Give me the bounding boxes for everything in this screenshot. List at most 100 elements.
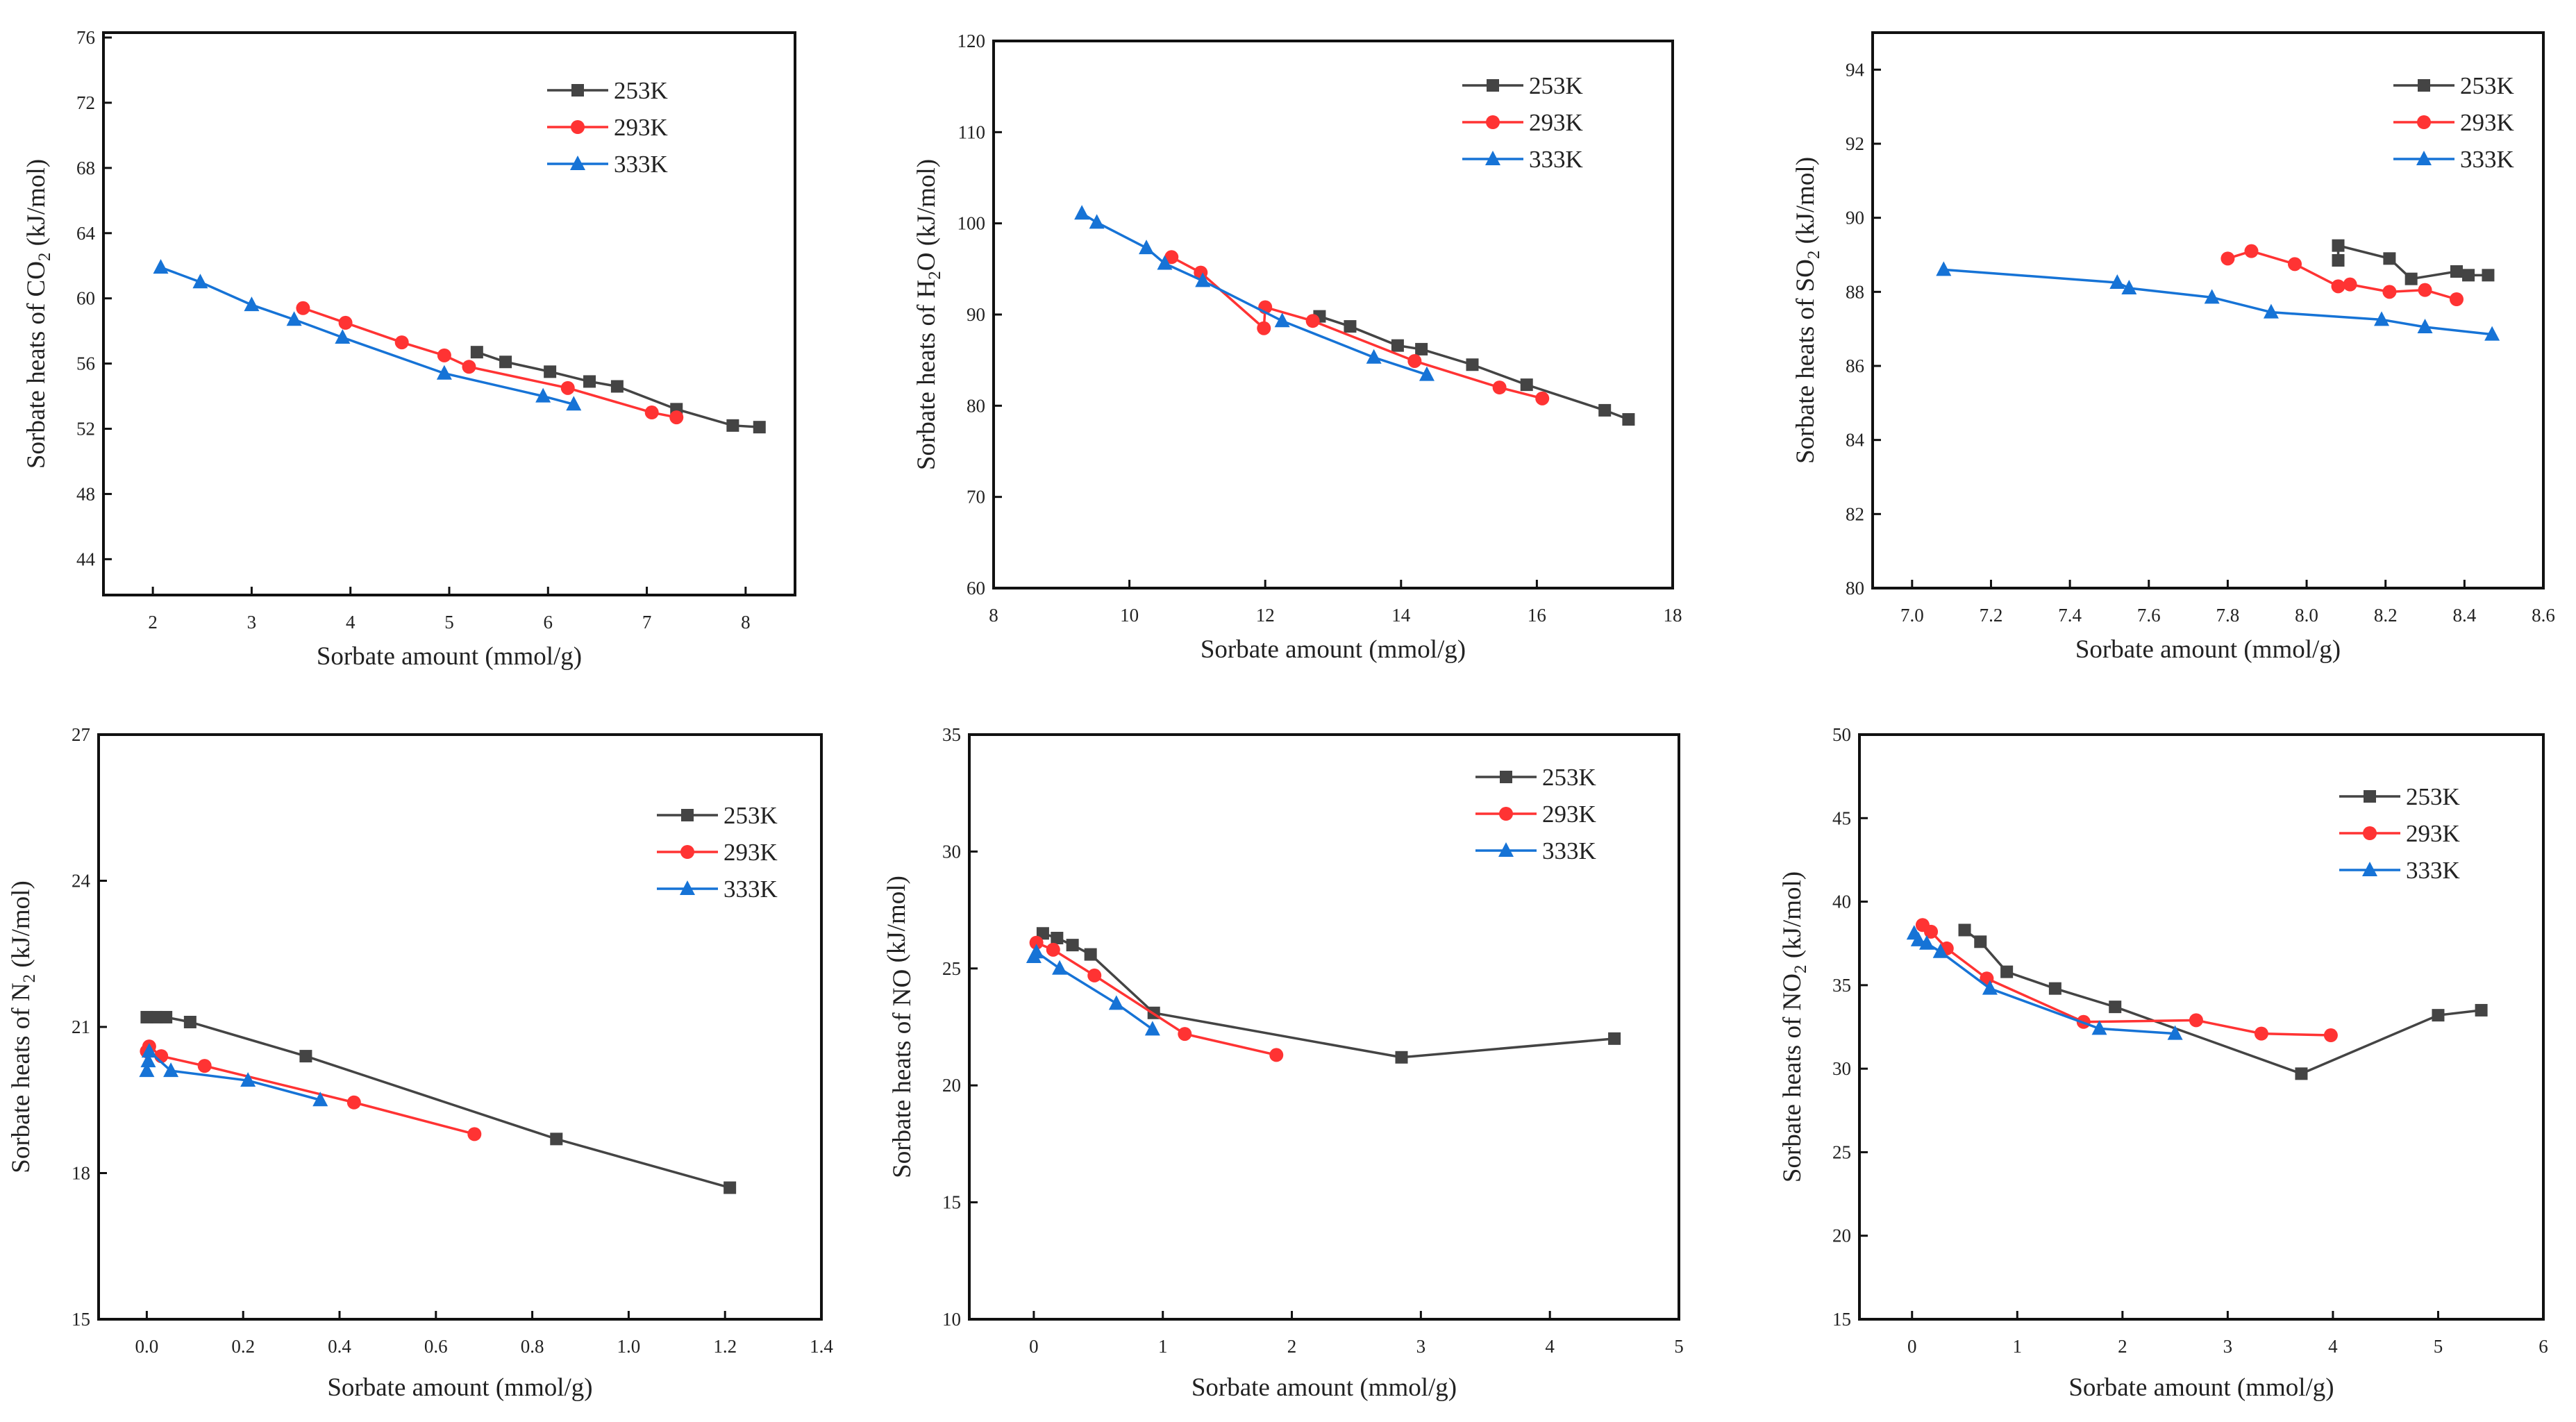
legend-marker [680,845,694,859]
data-point [2449,292,2464,306]
y-label-prefix: Sorbate heats of CO [22,261,51,469]
legend-item-253K: 253K [2339,783,2460,810]
x-tick-label: 0.2 [231,1336,255,1357]
x-tick-label: 4 [346,612,356,633]
x-tick-label: 1.4 [810,1336,833,1357]
x-tick-label: 0.6 [424,1336,448,1357]
legend-item-333K: 333K [547,151,668,178]
x-tick-label: 7 [642,612,652,633]
x-tick-label: 3 [1416,1336,1426,1357]
series-253K [2332,239,2495,285]
data-point [669,410,684,425]
data-point [1366,349,1382,364]
chart-panel-3: 7.0 7.2 7.4 7.6 7.8 8.0 8.2 8.4 8.6 80 82 84 86 88 90 9… [1791,31,2555,664]
x-tick-label: 7.8 [2216,605,2240,626]
legend-label: 333K [1542,837,1596,864]
series-line [476,351,760,428]
y-tick-label: 60 [967,578,985,599]
data-point [2167,1025,2183,1040]
chart-panel-2: 8 10 12 14 16 18 60 70 80 90 100 110 120 Sorbate amou… [912,31,1682,664]
legend-item-333K: 333K [1462,146,1583,173]
data-point [2343,277,2357,292]
y-tick-label: 30 [1832,1058,1851,1079]
series-line [1964,929,2482,1076]
data-point [338,315,353,330]
data-point [163,1062,179,1078]
data-point [2109,274,2125,289]
data-point [183,1015,196,1028]
data-point [1958,923,1971,937]
x-tick-label: 5 [2434,1336,2443,1357]
y-label-suffix: (kJ/mol) [22,159,51,253]
data-point [2295,1067,2308,1080]
data-point [141,1043,157,1058]
series-293K [2220,244,2464,306]
y-tick-label: 68 [76,158,95,178]
data-point [1157,255,1173,270]
plot-frame [1871,31,2545,589]
data-point [2263,303,2279,319]
y-label-subscript: 2 [1791,965,1810,974]
legend-marker [2362,862,2377,876]
data-point [1108,995,1124,1010]
x-tick-label: 0.4 [328,1336,351,1357]
data-point [1344,320,1357,333]
series-line [302,307,677,419]
data-point [2254,1026,2268,1041]
plot-frame [102,31,796,596]
data-point [1052,960,1068,975]
data-point [2462,269,2475,282]
y-tick-label: 20 [1832,1226,1851,1246]
x-axis-label: Sorbate amount (mmol/g) [1191,1373,1457,1402]
y-tick-label: 60 [76,288,95,309]
x-tick-label: 8.4 [2452,605,2476,626]
data-point [2484,326,2500,341]
data-point [1036,927,1049,940]
legend-item-293K: 293K [1462,109,1583,136]
x-tick-label: 8.6 [2532,605,2555,626]
data-point [1257,321,1271,335]
y-label-prefix: Sorbate heats of SO [1791,259,1820,464]
data-point [1598,403,1612,417]
y-label-subscript: 2 [35,253,54,262]
series-293K [1164,250,1550,405]
legend-marker [570,156,585,170]
plot-frame [1858,733,2545,1321]
data-point [1492,380,1507,395]
data-point [296,301,310,315]
series-line [1032,950,1153,1030]
x-tick-label: 3 [2223,1336,2233,1357]
data-point [1074,205,1090,220]
y-axis-label: Sorbate heats of H2O (kJ/mol) [912,159,944,470]
y-tick-label: 80 [1846,578,1864,599]
data-point [1419,366,1435,381]
x-axis-label: Sorbate amount (mmol/g) [2068,1373,2334,1402]
y-tick-label: 44 [76,549,96,569]
legend-marker [1486,115,1500,129]
data-point [1924,924,1939,939]
data-point [2482,269,2495,282]
x-tick-label: 3 [247,612,257,633]
x-tick-label: 1 [1158,1336,1168,1357]
legend-label: 253K [1542,764,1596,791]
data-point [335,329,351,344]
y-axis-label: Sorbate heats of NO (kJ/mol) [883,876,917,1178]
data-point [394,335,409,350]
data-point [2189,1013,2203,1028]
x-tick-label: 5 [444,612,454,633]
y-label-suffix: (kJ/mol) [1791,157,1820,251]
y-tick-label: 88 [1846,281,1864,302]
data-point [244,296,260,312]
data-point [2204,289,2220,304]
data-point [535,387,551,403]
data-point [1087,968,1102,982]
y-tick-label: 35 [1832,975,1851,996]
legend-item-293K: 293K [2393,109,2514,136]
x-tick-label: 0.0 [135,1336,159,1357]
data-point [1974,935,1987,948]
x-tick-label: 0.8 [521,1336,544,1357]
data-point [2091,1020,2107,1035]
x-tick-label: 6 [2539,1336,2548,1357]
legend-label: 333K [724,876,778,903]
